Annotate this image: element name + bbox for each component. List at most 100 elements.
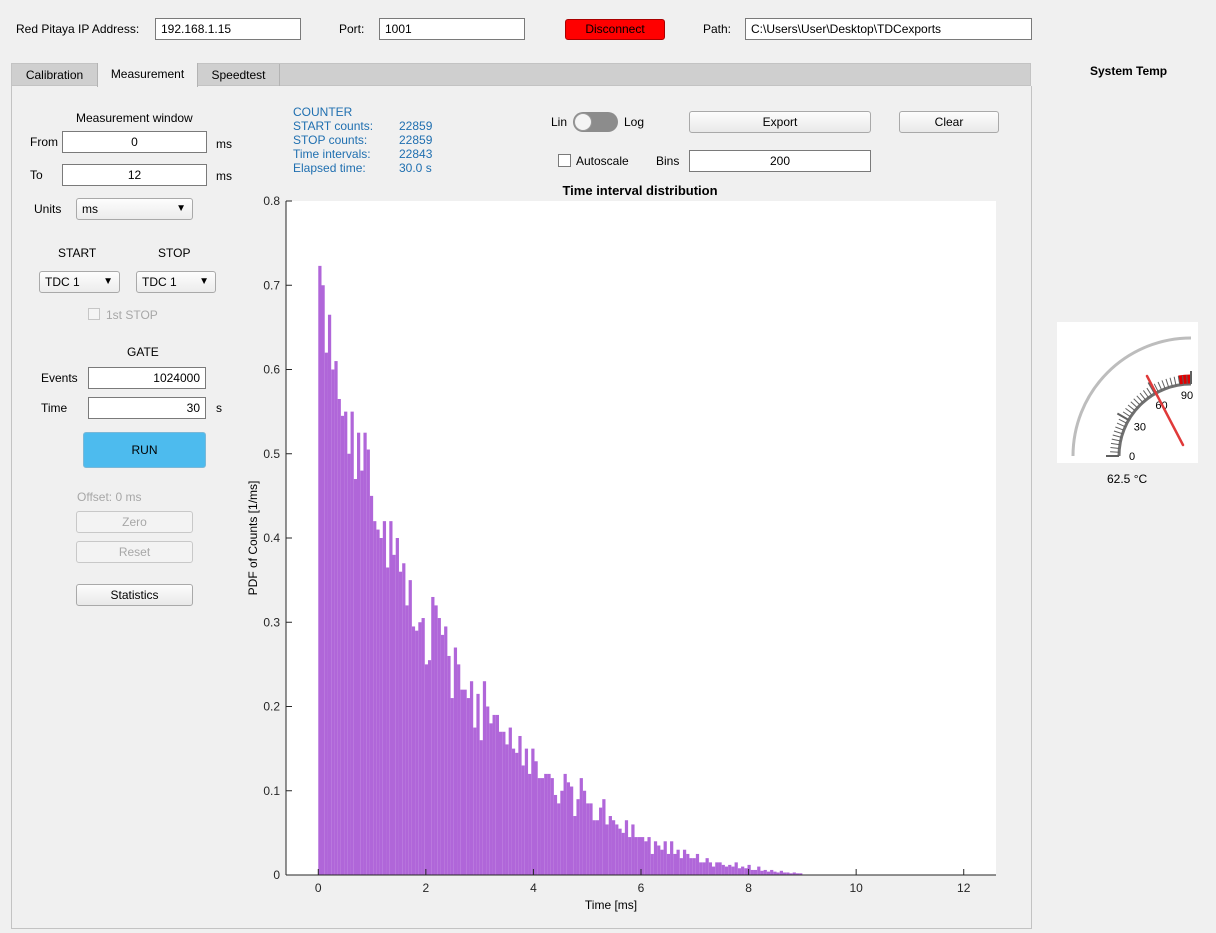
export-path-field[interactable]: C:\Users\User\Desktop\TDCexports bbox=[745, 18, 1032, 40]
x-axis-label: Time [ms] bbox=[585, 898, 637, 912]
histogram-bar bbox=[395, 538, 399, 875]
histogram-bar bbox=[553, 794, 558, 875]
histogram-bar bbox=[347, 453, 351, 875]
x-tick-label: 2 bbox=[423, 881, 430, 895]
histogram-bar bbox=[450, 698, 454, 875]
histogram-bar bbox=[644, 841, 648, 875]
run-button[interactable]: RUN bbox=[83, 432, 206, 468]
zero-button[interactable]: Zero bbox=[76, 511, 193, 533]
histogram-bar bbox=[705, 858, 709, 875]
units-dropdown[interactable]: ms ▼ bbox=[76, 198, 193, 220]
histogram-bar bbox=[421, 618, 425, 875]
histogram-bar bbox=[618, 828, 622, 875]
histogram-bar bbox=[666, 853, 671, 875]
bins-field[interactable]: 200 bbox=[689, 150, 871, 172]
stop-label: STOP bbox=[158, 246, 191, 260]
histogram-bar bbox=[566, 782, 570, 875]
histogram-bar bbox=[431, 596, 435, 875]
histogram-bar bbox=[518, 735, 522, 875]
gauge-tick bbox=[1112, 434, 1122, 438]
events-field[interactable]: 1024000 bbox=[88, 367, 206, 389]
histogram-bar bbox=[663, 841, 667, 875]
histogram-bar bbox=[524, 748, 529, 875]
histogram-bar bbox=[457, 664, 461, 875]
histogram-bar bbox=[476, 693, 480, 875]
histogram-bar bbox=[699, 862, 703, 875]
histogram-bar bbox=[573, 816, 577, 875]
from-field[interactable]: 0 bbox=[62, 131, 207, 153]
y-tick-label: 0.3 bbox=[263, 615, 280, 629]
first-stop-label: 1st STOP bbox=[106, 308, 158, 322]
counter-row-value: 22859 bbox=[399, 119, 433, 133]
gauge-tick bbox=[1115, 426, 1124, 431]
histogram-bar bbox=[750, 869, 754, 875]
histogram-bar bbox=[531, 748, 535, 875]
histogram-bar bbox=[747, 864, 751, 875]
ip-address-field[interactable]: 192.168.1.15 bbox=[155, 18, 301, 40]
gauge-scale-label: 0 bbox=[1129, 451, 1135, 463]
autoscale-label: Autoscale bbox=[576, 154, 629, 168]
start-channel-dropdown[interactable]: TDC 1 ▼ bbox=[39, 271, 120, 293]
histogram-bar bbox=[360, 470, 364, 875]
x-tick-label: 8 bbox=[745, 881, 752, 895]
tab-measurement[interactable]: Measurement bbox=[97, 63, 198, 87]
histogram-bar bbox=[799, 873, 803, 875]
export-button[interactable]: Export bbox=[689, 111, 871, 133]
y-tick-label: 0 bbox=[273, 868, 280, 882]
histogram-bar bbox=[737, 868, 742, 875]
x-tick-label: 12 bbox=[957, 881, 971, 895]
counter-row-label: START counts: bbox=[293, 119, 374, 133]
autoscale-checkbox[interactable] bbox=[558, 154, 571, 167]
histogram-bar bbox=[511, 748, 516, 875]
histogram-bar bbox=[382, 521, 387, 875]
histogram-bar bbox=[463, 689, 467, 875]
units-label: Units bbox=[34, 202, 62, 216]
x-tick-label: 10 bbox=[849, 881, 863, 895]
histogram-bar bbox=[528, 773, 532, 875]
to-field[interactable]: 12 bbox=[62, 164, 207, 186]
gauge-tick bbox=[1118, 418, 1128, 424]
y-tick-label: 0.4 bbox=[263, 531, 280, 545]
histogram-bar bbox=[563, 773, 567, 875]
reset-button[interactable]: Reset bbox=[76, 541, 193, 563]
histogram-bar bbox=[373, 521, 377, 875]
gauge-scale-label: 90 bbox=[1181, 390, 1193, 402]
histogram-bar bbox=[428, 660, 432, 875]
histogram-bar bbox=[560, 790, 564, 875]
histogram-bar bbox=[340, 415, 345, 875]
start-label: START bbox=[58, 246, 97, 260]
gauge-tick bbox=[1125, 407, 1134, 415]
statistics-button[interactable]: Statistics bbox=[76, 584, 193, 606]
histogram-bar bbox=[447, 655, 451, 875]
counter-row-label: STOP counts: bbox=[293, 133, 368, 147]
histogram-bar bbox=[611, 820, 616, 875]
gauge-face bbox=[1057, 322, 1198, 463]
stop-channel-dropdown[interactable]: TDC 1 ▼ bbox=[136, 271, 216, 293]
histogram-bar bbox=[424, 664, 428, 875]
histogram-bar bbox=[795, 873, 800, 875]
histogram-bar bbox=[479, 740, 483, 875]
histogram-bar bbox=[440, 634, 445, 875]
disconnect-button[interactable]: Disconnect bbox=[565, 19, 665, 40]
bins-label: Bins bbox=[656, 154, 680, 168]
histogram-bar bbox=[469, 681, 474, 875]
gauge-rim bbox=[1071, 336, 1192, 457]
histogram-bar bbox=[366, 449, 370, 875]
gauge-tick bbox=[1157, 381, 1163, 391]
histogram-bar bbox=[411, 626, 416, 875]
to-unit-label: ms bbox=[216, 169, 232, 183]
gauge-tick bbox=[1116, 422, 1126, 428]
tab-calibration[interactable]: Calibration bbox=[12, 64, 98, 86]
x-tick-label: 0 bbox=[315, 881, 322, 895]
first-stop-checkbox[interactable] bbox=[88, 308, 100, 320]
clear-button[interactable]: Clear bbox=[899, 111, 999, 133]
to-label: To bbox=[30, 168, 43, 182]
histogram-bar bbox=[773, 871, 777, 875]
counter-row-label: Elapsed time: bbox=[293, 161, 366, 175]
histogram-bar bbox=[741, 866, 745, 875]
tab-speedtest[interactable]: Speedtest bbox=[198, 64, 280, 86]
gate-time-field[interactable]: 30 bbox=[88, 397, 206, 419]
lin-log-toggle[interactable] bbox=[573, 112, 618, 132]
port-field[interactable]: 1001 bbox=[379, 18, 525, 40]
counter-row-value: 22843 bbox=[399, 147, 433, 161]
